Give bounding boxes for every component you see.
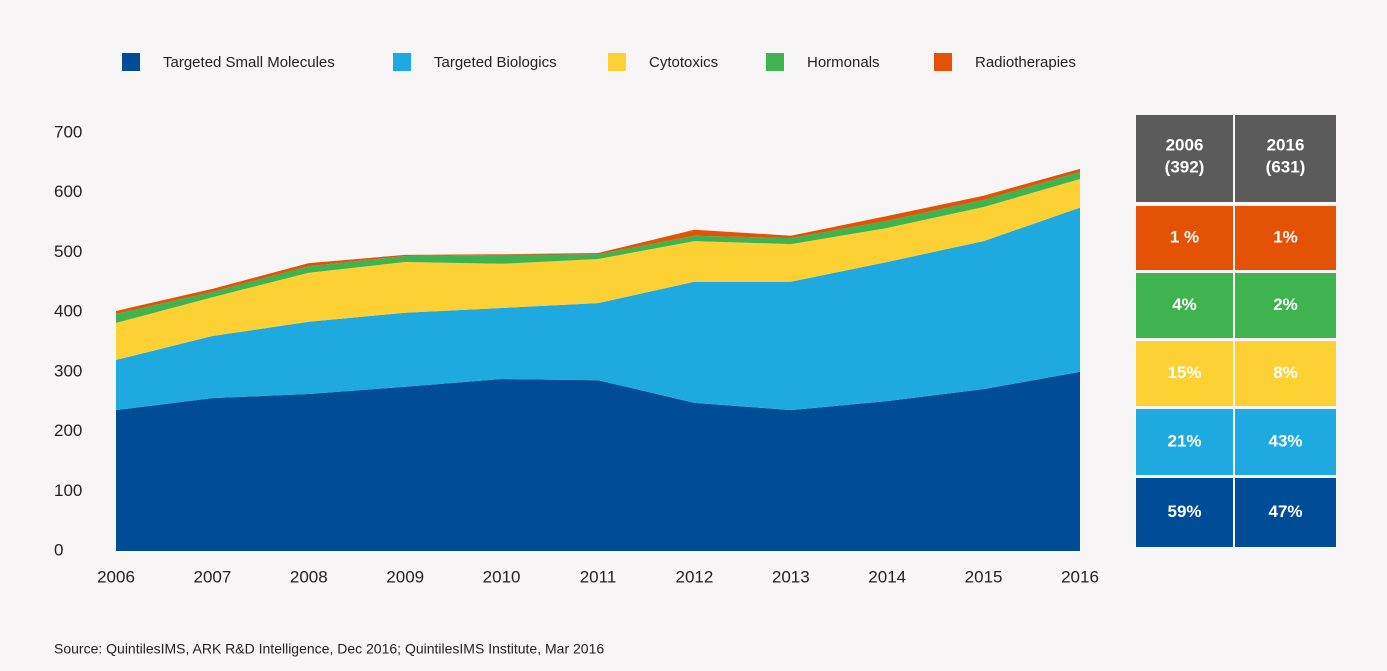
cell-text: 43% <box>1268 431 1302 450</box>
area <box>116 178 1080 360</box>
cell-text: 4% <box>1172 295 1197 314</box>
legend-swatch <box>608 53 626 71</box>
header-year: 2016 <box>1267 135 1305 154</box>
table-header <box>1235 115 1336 202</box>
legend-label: Hormonals <box>807 54 880 71</box>
legend-swatch <box>766 53 784 71</box>
y-tick-label: 400 <box>54 302 82 321</box>
area <box>116 207 1080 411</box>
x-tick-label: 2014 <box>868 567 906 586</box>
cell-text: 1% <box>1273 227 1298 246</box>
x-tick-label: 2008 <box>290 567 328 586</box>
cell-text: 1 % <box>1170 227 1199 246</box>
x-tick-label: 2012 <box>675 567 713 586</box>
y-tick-label: 200 <box>54 421 82 440</box>
x-tick-label: 2010 <box>483 567 521 586</box>
table-cell <box>1136 273 1233 338</box>
x-tick-label: 2013 <box>772 567 810 586</box>
legend-swatch <box>934 53 952 71</box>
x-tick-label: 2009 <box>386 567 424 586</box>
cell-text: 59% <box>1167 502 1201 521</box>
cell-text: 15% <box>1167 363 1201 382</box>
x-tick-label: 2007 <box>193 567 231 586</box>
legend-label: Targeted Small Molecules <box>163 54 335 71</box>
header-total: (392) <box>1165 157 1205 176</box>
y-tick-label: 500 <box>54 242 82 261</box>
table-cell <box>1136 478 1233 547</box>
y-tick-label: 100 <box>54 481 82 500</box>
cell-text: 47% <box>1268 502 1302 521</box>
legend-label: Radiotherapies <box>975 54 1076 71</box>
source: Source: QuintilesIMS, ARK R&D Intelligen… <box>54 641 604 657</box>
table-header <box>1136 115 1233 202</box>
table-cell <box>1235 206 1336 270</box>
cell-text: 8% <box>1273 363 1298 382</box>
header-total: (631) <box>1266 157 1306 176</box>
table-cell <box>1235 409 1336 475</box>
y-tick-label: 700 <box>54 122 82 141</box>
cell-text: 2% <box>1273 295 1298 314</box>
table-cell <box>1136 409 1233 475</box>
y-tick-label: 300 <box>54 361 82 380</box>
table-cell <box>1136 206 1233 270</box>
x-tick-label: 2016 <box>1061 567 1099 586</box>
legend-swatch <box>122 53 140 71</box>
x-tick-label: 2011 <box>580 567 617 586</box>
cell-text: 21% <box>1167 431 1201 450</box>
legend-label: Cytotoxics <box>649 54 718 71</box>
legend-label: Targeted Biologics <box>434 54 557 71</box>
table-cell <box>1235 478 1336 547</box>
y-tick-label: 0 <box>54 540 63 559</box>
area <box>116 371 1080 551</box>
legend-swatch <box>393 53 411 71</box>
table-cell <box>1235 341 1336 406</box>
header-year: 2006 <box>1166 135 1204 154</box>
y-tick-label: 600 <box>54 182 82 201</box>
x-tick-label: 2006 <box>97 567 135 586</box>
table-cell <box>1235 273 1336 338</box>
table-cell <box>1136 341 1233 406</box>
x-tick-label: 2015 <box>965 567 1003 586</box>
